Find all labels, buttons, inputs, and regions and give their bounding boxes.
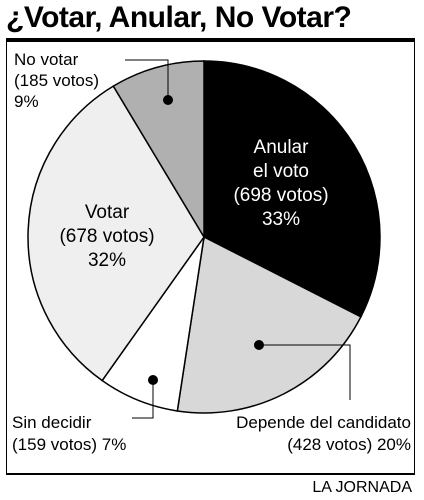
label-sin-decidir: Sin decidir (159 votos) 7% [12, 413, 126, 454]
label-line: 32% [88, 250, 126, 271]
label-line: (159 votos) 7% [12, 435, 126, 454]
slice-votar [27, 85, 205, 382]
chart-title: ¿Votar, Anular, No Votar? [6, 1, 352, 34]
leader-dot-sin-decidir [148, 375, 158, 385]
slice-anular-el-voto [203, 60, 381, 318]
top-rule [6, 38, 415, 42]
label-line: (185 votos) [14, 71, 99, 90]
label-line: 9% [14, 92, 39, 111]
label-line: (678 votos) [59, 226, 154, 247]
label-line: Anular [254, 137, 310, 158]
label-depende-del-candidato: Depende del candidato (428 votos) 20% [236, 413, 411, 454]
label-no-votar: No votar (185 votos) 9% [14, 50, 99, 111]
leader-line-no-votar [125, 59, 169, 100]
leader-dot-depende-del-candidato [254, 340, 264, 350]
slice-labels: Anular el voto (698 votos) 33% Depende del c… [12, 50, 411, 454]
label-line: (428 votos) 20% [287, 435, 411, 454]
frame-left [6, 38, 7, 475]
leader-lines [125, 59, 351, 419]
bottom-rule [6, 473, 415, 475]
label-line: Depende del candidato [236, 413, 411, 432]
leader-dot-no-votar [163, 95, 173, 105]
pie-slices [27, 60, 381, 414]
label-line: el voto [253, 161, 309, 182]
label-anular-el-voto: Anular el voto (698 votos) 33% [233, 137, 328, 230]
leader-line-sin-decidir [132, 380, 154, 419]
source-credit: LA JORNADA [312, 479, 412, 496]
label-line: No votar [14, 50, 79, 69]
label-votar: Votar (678 votos) 32% [59, 202, 154, 271]
slice-no-votar [112, 60, 205, 240]
frame-right [414, 38, 415, 475]
leader-line-depende-del-candidato [259, 344, 351, 400]
label-line: 33% [262, 209, 300, 230]
label-line: (698 votos) [233, 185, 328, 206]
slice-depende-del-candidato [176, 235, 362, 414]
label-line: Sin decidir [12, 413, 92, 432]
label-line: Votar [85, 202, 130, 223]
